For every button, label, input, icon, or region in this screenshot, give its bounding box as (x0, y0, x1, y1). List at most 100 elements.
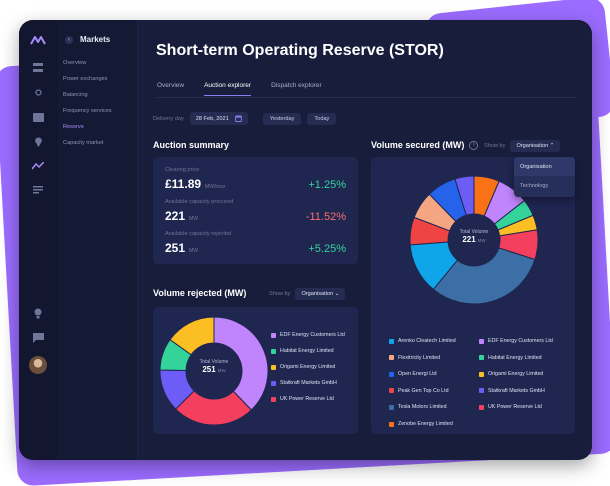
volume-secured-legend-item[interactable]: Flexitricity Limited (389, 355, 440, 361)
sidebar-item-overview[interactable]: Overview (63, 60, 87, 66)
volume-secured-legend-item[interactable]: Peak Gen Top Co Ltd (389, 388, 449, 394)
tab-bar: Overview Auction explorer Dispatch explo… (157, 82, 322, 96)
sidebar-item-frequency-services[interactable]: Frequency services (63, 108, 112, 114)
volume-secured-title: Volume secured (MW) i (371, 140, 479, 151)
legend-swatch (389, 388, 394, 394)
show-by-label: Show by (269, 291, 291, 297)
clearing-price-change: +1.25% (308, 179, 346, 191)
tab-overview[interactable]: Overview (157, 82, 185, 89)
volume-rejected-legend-item[interactable]: EDF Energy Customers Ltd (271, 332, 345, 338)
app-window: ‹ Markets Overview Power exchanges Balan… (19, 20, 592, 460)
grid-icon[interactable] (30, 60, 46, 76)
sidebar-item-reserve[interactable]: Reserve (63, 124, 84, 130)
sidebar-item-capacity-market[interactable]: Capacity market (63, 140, 104, 146)
chat-icon[interactable] (30, 330, 46, 346)
legend-swatch (479, 355, 484, 361)
today-button[interactable]: Today (307, 112, 337, 125)
legend-swatch (389, 338, 394, 344)
dropdown-option-organisation[interactable]: Organisation (520, 164, 552, 170)
volume-secured-legend-item[interactable]: Tesla Motors Limited (389, 404, 447, 410)
legend-swatch (389, 421, 394, 427)
rejected-center-label: Total Volume 251 MW (199, 359, 229, 374)
volume-secured-donut (409, 175, 539, 305)
legend-swatch (271, 396, 276, 402)
legend-swatch (479, 338, 484, 344)
volume-rejected-legend-item[interactable]: Statkraft Markets GmbH (271, 380, 337, 386)
volume-secured-legend-item[interactable]: Arenko Cleatech Limited (389, 338, 456, 344)
back-arrow-icon[interactable]: ‹ (65, 35, 73, 44)
tab-divider (156, 97, 576, 98)
legend-swatch (271, 380, 276, 386)
info-icon[interactable]: i (469, 141, 479, 151)
avatar[interactable] (29, 356, 47, 374)
tab-auction-explorer[interactable]: Auction explorer (204, 82, 252, 96)
legend-swatch (389, 404, 394, 410)
legend-label: Habitat Energy Limited (488, 354, 542, 361)
dropdown-option-technology[interactable]: Technology (520, 183, 549, 189)
filter-bar: Delivery day 28 Feb, 2021 Yesterday Toda… (153, 112, 337, 125)
show-by-select[interactable]: Organisation ⌃ (510, 140, 561, 152)
volume-secured-showby: Show by Organisation ⌃ (484, 140, 561, 152)
sun-icon[interactable] (30, 84, 46, 100)
volume-rejected-legend-item[interactable]: UK Power Reserve Ltd (271, 396, 334, 402)
volume-secured-legend-item[interactable]: Origami Energy Limited (479, 371, 543, 377)
volume-secured-legend-item[interactable]: EDF Energy Customers Ltd (479, 338, 553, 344)
chart-line-icon[interactable] (30, 158, 46, 174)
sidebar-item-balancing[interactable]: Balancing (63, 92, 88, 98)
volume-secured-legend-item[interactable]: Zenobe Energy Limited (389, 421, 453, 427)
legend-swatch (271, 332, 276, 338)
legend-swatch (271, 348, 276, 354)
capacity-procured-value: 221 MW (165, 209, 198, 223)
map-icon[interactable] (30, 109, 46, 125)
sidebar-nav: ‹ Markets Overview Power exchanges Balan… (57, 20, 138, 460)
volume-secured-legend-item[interactable]: Open Energi Ltd (389, 371, 437, 377)
legend-label: Origami Energy Limited (280, 364, 336, 370)
donut-slice[interactable] (432, 247, 536, 305)
date-picker[interactable]: 28 Feb, 2021 (189, 112, 248, 125)
logo-icon[interactable] (30, 32, 46, 48)
capacity-procured-change: -11.52% (305, 211, 346, 223)
list-icon[interactable] (30, 182, 46, 198)
volume-secured-legend-item[interactable]: Habitat Energy Limited (479, 355, 542, 361)
show-by-select[interactable]: Organisation ⌄ (295, 288, 346, 300)
legend-label: UK Power Reserve Ltd (488, 404, 542, 411)
yesterday-button[interactable]: Yesterday (262, 112, 302, 125)
legend-label: Origami Energy Limited (488, 371, 544, 378)
date-value: 28 Feb, 2021 (195, 115, 229, 122)
legend-swatch (389, 355, 394, 361)
sidebar-item-power-exchanges[interactable]: Power exchanges (63, 76, 108, 82)
tab-dispatch-explorer[interactable]: Dispatch explorer (271, 82, 322, 89)
donut-slice[interactable] (169, 316, 215, 356)
lightbulb-icon[interactable] (30, 305, 46, 321)
nav-header-label: Markets (80, 35, 111, 44)
capacity-rejected-label: Available capacity rejected (165, 231, 232, 237)
delivery-day-label: Delivery day (153, 115, 184, 122)
legend-label: Habitat Energy Limited (280, 348, 334, 354)
capacity-rejected-change: +5.25% (308, 243, 346, 255)
volume-rejected-legend-item[interactable]: Origami Energy Limited (271, 364, 335, 370)
nav-header[interactable]: ‹ Markets (65, 35, 110, 44)
donut-slice[interactable] (213, 316, 269, 411)
legend-label: Tesla Motors Limited (398, 404, 447, 411)
volume-secured-card: Total Volume 221 MW Arenko Cleatech Limit… (371, 157, 575, 434)
secured-center-label: Total Volume 221 MW (459, 229, 489, 244)
legend-label: UK Power Reserve Ltd (280, 396, 334, 402)
auction-summary-title: Auction summary (153, 140, 230, 150)
legend-label: Statkraft Markets GmbH (488, 387, 545, 394)
volume-secured-legend-item[interactable]: UK Power Reserve Ltd (479, 404, 542, 410)
legend-label: Statkraft Markets GmbH (280, 380, 337, 386)
volume-rejected-donut (159, 316, 269, 426)
volume-rejected-legend-item[interactable]: Habitat Energy Limited (271, 348, 334, 354)
calendar-icon (234, 115, 242, 122)
chevron-down-icon: ⌄ (334, 291, 340, 297)
volume-rejected-title: Volume rejected (MW) (153, 288, 247, 298)
auction-summary-card: Clearing price £11.89 MW/hour +1.25% Avai… (153, 157, 358, 264)
legend-label: Zenobe Energy Limited (398, 421, 453, 427)
donut-slice[interactable] (454, 175, 475, 216)
volume-rejected-card: Total Volume 251 MW EDF Energy Customers … (153, 307, 358, 434)
main-content: Short-term Operating Reserve (STOR) Over… (137, 20, 592, 460)
legend-label: Arenko Cleatech Limited (398, 338, 456, 344)
location-icon[interactable] (30, 133, 46, 149)
volume-secured-legend-item[interactable]: Statkraft Markets GmbH (479, 388, 545, 394)
legend-label: Open Energi Ltd (398, 371, 437, 378)
